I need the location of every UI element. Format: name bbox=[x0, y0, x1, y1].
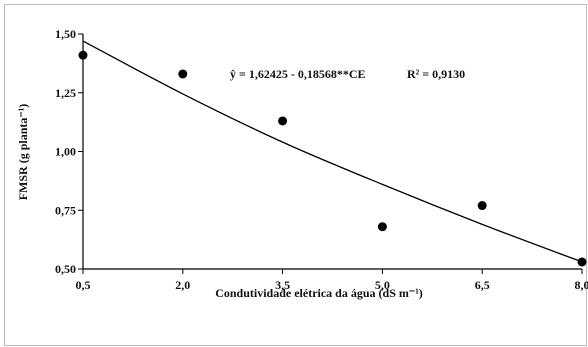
y-axis-title: FMSR (g planta⁻¹) bbox=[16, 104, 30, 201]
x-tick-label: 8,0 bbox=[575, 278, 588, 292]
x-axis-ticks: 0,5 2,0 3,5 5,0 6,5 8,0 bbox=[76, 269, 588, 292]
y-tick-label: 1,00 bbox=[55, 145, 76, 159]
y-tick-label: 1,50 bbox=[55, 27, 76, 41]
y-tick-label: 0,75 bbox=[55, 203, 76, 217]
data-point bbox=[577, 257, 587, 267]
x-tick-label: 3,5 bbox=[275, 278, 290, 292]
r-squared-label: R² = 0,9130 bbox=[407, 67, 465, 81]
x-tick-label: 6,5 bbox=[475, 278, 490, 292]
y-tick-label: 1,25 bbox=[55, 86, 76, 100]
data-point bbox=[278, 116, 288, 126]
regression-equation: ŷ = 1,62425 - 0,18568**CE bbox=[230, 67, 366, 81]
regression-curve bbox=[82, 40, 583, 263]
data-point bbox=[377, 222, 387, 232]
x-tick-label: 5,0 bbox=[375, 278, 390, 292]
data-point bbox=[178, 69, 188, 79]
y-tick-label: 0,50 bbox=[55, 262, 76, 276]
data-points bbox=[78, 50, 587, 267]
x-tick-label: 2,0 bbox=[175, 278, 190, 292]
data-point bbox=[477, 201, 487, 211]
x-tick-label: 0,5 bbox=[76, 278, 91, 292]
x-axis-title: Condutividade elétrica da água (dS m⁻¹) bbox=[215, 286, 423, 300]
chart-frame bbox=[4, 4, 587, 346]
data-point bbox=[78, 50, 88, 60]
y-axis-ticks: 0,50 0,75 1,00 1,25 1,50 bbox=[55, 27, 83, 276]
